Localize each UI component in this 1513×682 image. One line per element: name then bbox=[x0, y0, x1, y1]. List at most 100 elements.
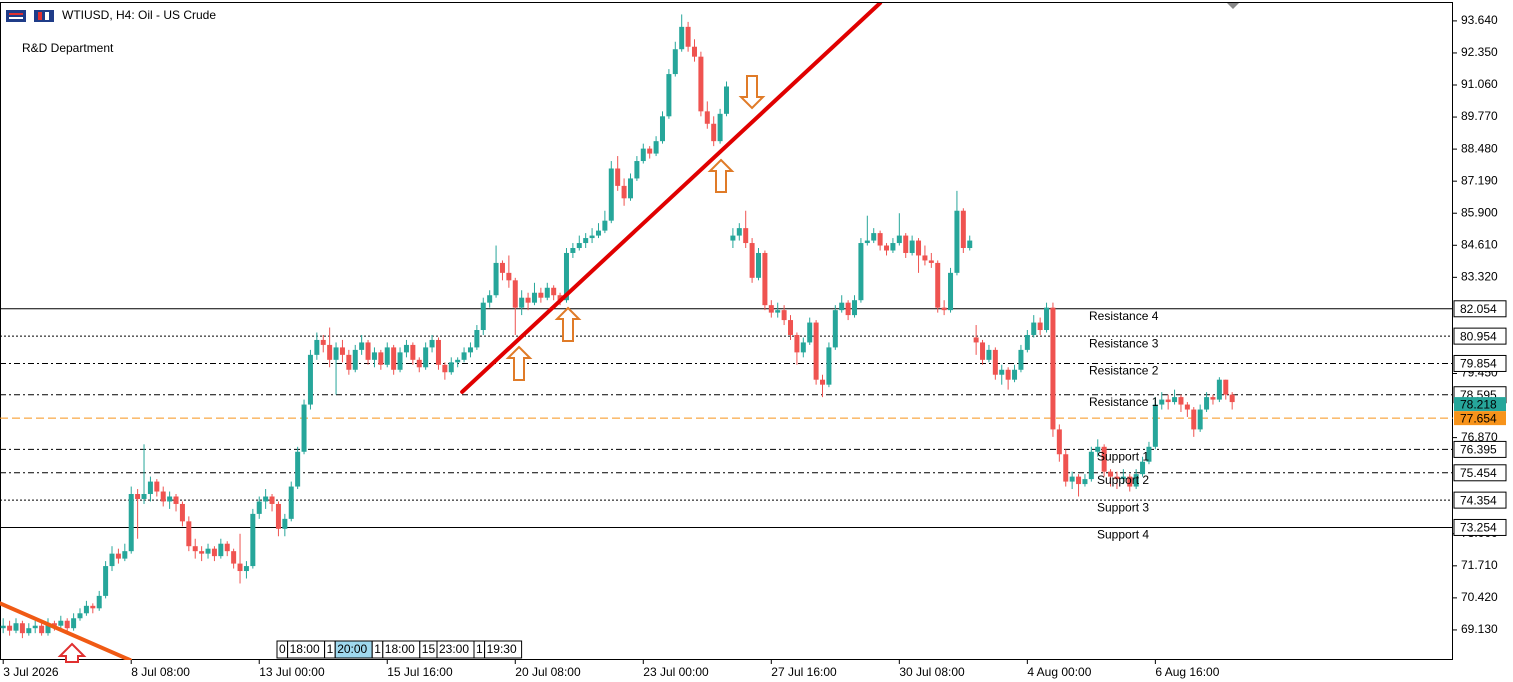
x-tick-label: 23 Jul 00:00 bbox=[643, 665, 709, 679]
candle-body bbox=[1024, 334, 1030, 350]
price-box bbox=[1454, 397, 1506, 412]
candle-body bbox=[295, 451, 301, 487]
candle-body bbox=[320, 339, 326, 345]
level-price-box bbox=[1453, 300, 1507, 318]
x-tick-label: 20 Jul 08:00 bbox=[515, 665, 581, 679]
time-marker: 19:30 bbox=[487, 642, 517, 656]
level-price-box bbox=[1453, 327, 1507, 345]
chart-title: WTIUSD, H4: Oil - US Crude bbox=[62, 8, 216, 22]
candle-body bbox=[410, 344, 416, 360]
candle-body bbox=[115, 553, 121, 559]
price-box bbox=[1454, 411, 1506, 426]
candle-body bbox=[1018, 349, 1024, 370]
icon bbox=[34, 10, 54, 22]
signal-arrows bbox=[57, 75, 766, 663]
candle-body bbox=[647, 148, 653, 154]
candle-body bbox=[493, 262, 499, 296]
candle-body bbox=[858, 243, 864, 301]
candle-body bbox=[800, 342, 806, 353]
candle-body bbox=[1076, 476, 1082, 485]
time-marker: 1 bbox=[476, 642, 483, 656]
candle-body bbox=[275, 503, 281, 529]
x-tick-label: 15 Jul 16:00 bbox=[387, 665, 453, 679]
candle-body bbox=[1069, 476, 1075, 482]
candle-body bbox=[243, 566, 249, 572]
candle-body bbox=[1120, 476, 1126, 480]
candle-body bbox=[659, 116, 665, 142]
candle-body bbox=[1197, 409, 1203, 430]
y-tick-label: 88.480 bbox=[1461, 141, 1498, 155]
candle-body bbox=[19, 623, 25, 634]
candle-body bbox=[1165, 399, 1171, 403]
candle-body bbox=[1140, 461, 1146, 475]
candle-body bbox=[935, 262, 941, 308]
y-tick-label: 87.190 bbox=[1461, 173, 1498, 187]
candle-body bbox=[32, 625, 38, 629]
candle-body bbox=[627, 178, 633, 199]
x-tick-label: 13 Jul 00:00 bbox=[259, 665, 325, 679]
candle-body bbox=[589, 235, 595, 239]
candle-body bbox=[1082, 479, 1088, 485]
candle-body bbox=[826, 347, 832, 385]
candle-body bbox=[352, 349, 358, 370]
candle-body bbox=[762, 252, 768, 306]
plot-area bbox=[0, 3, 1453, 660]
candle-body bbox=[147, 481, 153, 495]
y-tick-label: 69.130 bbox=[1461, 622, 1498, 636]
candle-body bbox=[231, 551, 237, 564]
candle-body bbox=[237, 563, 243, 572]
candle-body bbox=[570, 248, 576, 253]
candle-body bbox=[922, 255, 928, 261]
time-marker: 15 bbox=[422, 642, 436, 656]
candle-body bbox=[314, 339, 320, 355]
candle-body bbox=[615, 168, 621, 186]
level-price-box bbox=[1453, 354, 1507, 372]
candle-body bbox=[224, 543, 230, 552]
candle-body bbox=[1133, 474, 1139, 487]
candle-body bbox=[909, 240, 915, 253]
candle-body bbox=[691, 46, 697, 57]
candle-body bbox=[884, 245, 890, 251]
candle-body bbox=[45, 623, 51, 634]
candle-body bbox=[448, 362, 454, 373]
candle-body bbox=[704, 111, 710, 124]
icon bbox=[38, 12, 42, 20]
time-marker: 1 bbox=[327, 642, 334, 656]
candle-body bbox=[211, 548, 217, 557]
candle-body bbox=[64, 620, 70, 629]
candle-body bbox=[416, 359, 422, 368]
candle-body bbox=[743, 228, 749, 244]
candle-body bbox=[339, 347, 345, 355]
candle-body bbox=[327, 344, 333, 360]
candle-body bbox=[186, 521, 192, 547]
candle-body bbox=[1037, 322, 1043, 331]
candle-body bbox=[845, 302, 851, 316]
candle-body bbox=[672, 49, 678, 75]
candle-body bbox=[679, 26, 685, 50]
candle-body bbox=[992, 349, 998, 375]
candle-body bbox=[999, 369, 1005, 375]
y-tick-label: 93.640 bbox=[1461, 13, 1498, 27]
candle-body bbox=[512, 280, 518, 308]
candle-body bbox=[781, 310, 787, 321]
candle-body bbox=[711, 123, 717, 142]
candle-body bbox=[717, 113, 723, 142]
candle-body bbox=[980, 342, 986, 360]
candle-body bbox=[1223, 379, 1229, 395]
candle-body bbox=[807, 322, 813, 343]
candle-body bbox=[736, 228, 742, 236]
candle-body bbox=[1204, 397, 1210, 410]
candle-body bbox=[442, 364, 448, 373]
candle-body bbox=[839, 302, 845, 311]
candle-body bbox=[794, 334, 800, 353]
candle-body bbox=[1172, 397, 1178, 403]
candle-body bbox=[698, 56, 704, 112]
candle-body bbox=[83, 605, 89, 614]
candle-body bbox=[1056, 429, 1062, 455]
candle-body bbox=[1108, 471, 1114, 477]
candle-body bbox=[916, 240, 922, 256]
time-marker: 23:00 bbox=[439, 642, 469, 656]
level-label: Support 1 bbox=[1097, 450, 1149, 464]
candle-body bbox=[634, 161, 640, 179]
